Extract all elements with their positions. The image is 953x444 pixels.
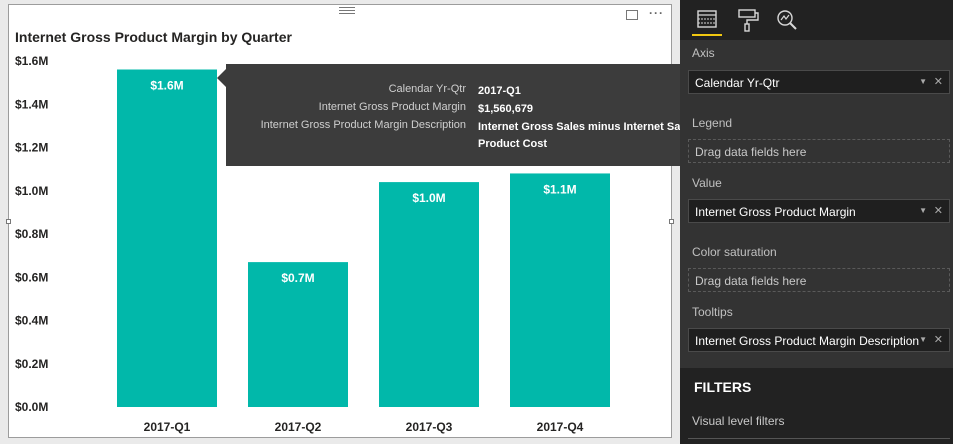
close-icon[interactable]: ✕ (933, 76, 943, 88)
axis-label: Axis (692, 46, 715, 60)
value-field: Internet Gross Product Margin (695, 205, 856, 219)
legend-label: Legend (692, 116, 733, 130)
color-saturation-label: Color saturation (692, 245, 777, 259)
x-axis-tick-label: 2017-Q2 (275, 420, 322, 434)
y-axis-tick-label: $1.2M (15, 141, 48, 155)
x-axis-tick-label: 2017-Q1 (144, 420, 191, 434)
bar-data-label: $1.0M (412, 191, 445, 205)
y-axis-tick-label: $1.4M (15, 97, 48, 111)
chevron-down-icon[interactable]: ▼ (919, 77, 927, 86)
y-axis-tick-label: $0.0M (15, 400, 48, 414)
tooltip-value: Internet Gross Sales minus Internet Sale… (478, 121, 696, 150)
y-axis-tick-label: $1.0M (15, 184, 48, 198)
fields-icon[interactable] (692, 6, 722, 36)
chart-tooltip: Calendar Yr-Qtr 2017-Q1 Internet Gross P… (217, 64, 714, 166)
y-axis-tick-label: $0.6M (15, 270, 48, 284)
focus-mode-icon[interactable] (626, 10, 638, 20)
bar-data-label: $1.6M (150, 79, 183, 93)
axis-field: Calendar Yr-Qtr (695, 76, 780, 90)
color-saturation-placeholder: Drag data fields here (695, 274, 807, 288)
bar-data-label: $0.7M (281, 271, 314, 285)
pane-tab-bar (680, 0, 953, 40)
bar[interactable] (117, 69, 217, 407)
analytics-magnifier-icon[interactable] (772, 6, 802, 36)
tooltip-value: 2017-Q1 (478, 85, 521, 97)
format-paint-roller-icon[interactable] (732, 6, 762, 36)
x-axis-tick-label: 2017-Q3 (406, 420, 453, 434)
visual-level-filters-label: Visual level filters (692, 414, 785, 428)
report-canvas: ··· Internet Gross Product Margin by Qua… (0, 0, 714, 444)
tooltips-field-well[interactable]: Internet Gross Product Margin Descriptio… (688, 328, 950, 352)
axis-field-well[interactable]: Calendar Yr-Qtr ▼ ✕ (688, 70, 950, 94)
tooltip-key: Internet Gross Product Margin (318, 101, 466, 113)
color-saturation-drop-well[interactable]: Drag data fields here (688, 268, 950, 292)
legend-drop-well[interactable]: Drag data fields here (688, 139, 950, 163)
filters-title: FILTERS (694, 379, 752, 395)
x-axis-tick-label: 2017-Q4 (537, 420, 584, 434)
y-axis-tick-label: $0.8M (15, 227, 48, 241)
visualizations-pane: Axis Calendar Yr-Qtr ▼ ✕ Legend Drag dat… (680, 0, 953, 444)
y-axis-tick-label: $1.6M (15, 54, 48, 68)
legend-placeholder: Drag data fields here (695, 145, 807, 159)
resize-handle-right[interactable] (669, 219, 674, 224)
close-icon[interactable]: ✕ (933, 334, 943, 346)
value-label: Value (692, 176, 722, 190)
chevron-down-icon[interactable]: ▼ (919, 335, 927, 344)
bar-data-label: $1.1M (543, 182, 576, 196)
tooltip-pointer (217, 69, 226, 87)
bar[interactable] (379, 182, 479, 407)
chevron-down-icon[interactable]: ▼ (919, 206, 927, 215)
y-axis-tick-label: $0.4M (15, 314, 48, 328)
value-field-well[interactable]: Internet Gross Product Margin ▼ ✕ (688, 199, 950, 223)
filters-section (680, 368, 953, 444)
tooltips-label: Tooltips (692, 305, 733, 319)
close-icon[interactable]: ✕ (933, 205, 943, 217)
bar[interactable] (510, 173, 610, 407)
tooltips-field: Internet Gross Product Margin Descriptio… (695, 334, 920, 348)
more-options-icon[interactable]: ··· (649, 6, 664, 20)
resize-handle-left[interactable] (6, 219, 11, 224)
chart-title: Internet Gross Product Margin by Quarter (15, 29, 292, 45)
tooltip-key: Calendar Yr-Qtr (388, 83, 466, 95)
chart-plot: $0.0M $0.2M $0.4M $0.6M $0.8M $1.0M $1.2M $1.4M… (15, 54, 610, 434)
drag-handle-icon[interactable] (339, 7, 355, 15)
bar[interactable] (248, 262, 348, 407)
tooltip-value: $1,560,679 (478, 103, 534, 115)
divider (688, 438, 950, 439)
y-axis-tick-label: $0.2M (15, 357, 48, 371)
tooltip-key: Internet Gross Product Margin Descriptio… (260, 119, 466, 131)
